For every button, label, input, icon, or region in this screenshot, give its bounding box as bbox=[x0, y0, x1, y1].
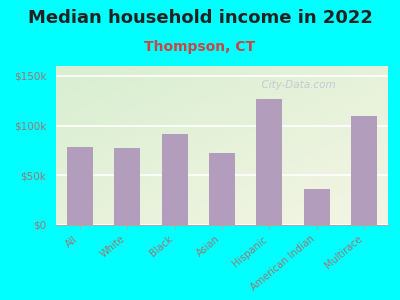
Bar bbox=[209, 153, 235, 225]
Bar bbox=[162, 134, 188, 225]
Bar bbox=[351, 116, 377, 225]
Text: Median household income in 2022: Median household income in 2022 bbox=[28, 9, 372, 27]
Bar bbox=[256, 99, 282, 225]
Text: Thompson, CT: Thompson, CT bbox=[144, 40, 256, 55]
Bar bbox=[67, 148, 93, 225]
Text: City-Data.com: City-Data.com bbox=[255, 80, 336, 90]
Bar bbox=[304, 189, 330, 225]
Bar bbox=[114, 148, 140, 225]
